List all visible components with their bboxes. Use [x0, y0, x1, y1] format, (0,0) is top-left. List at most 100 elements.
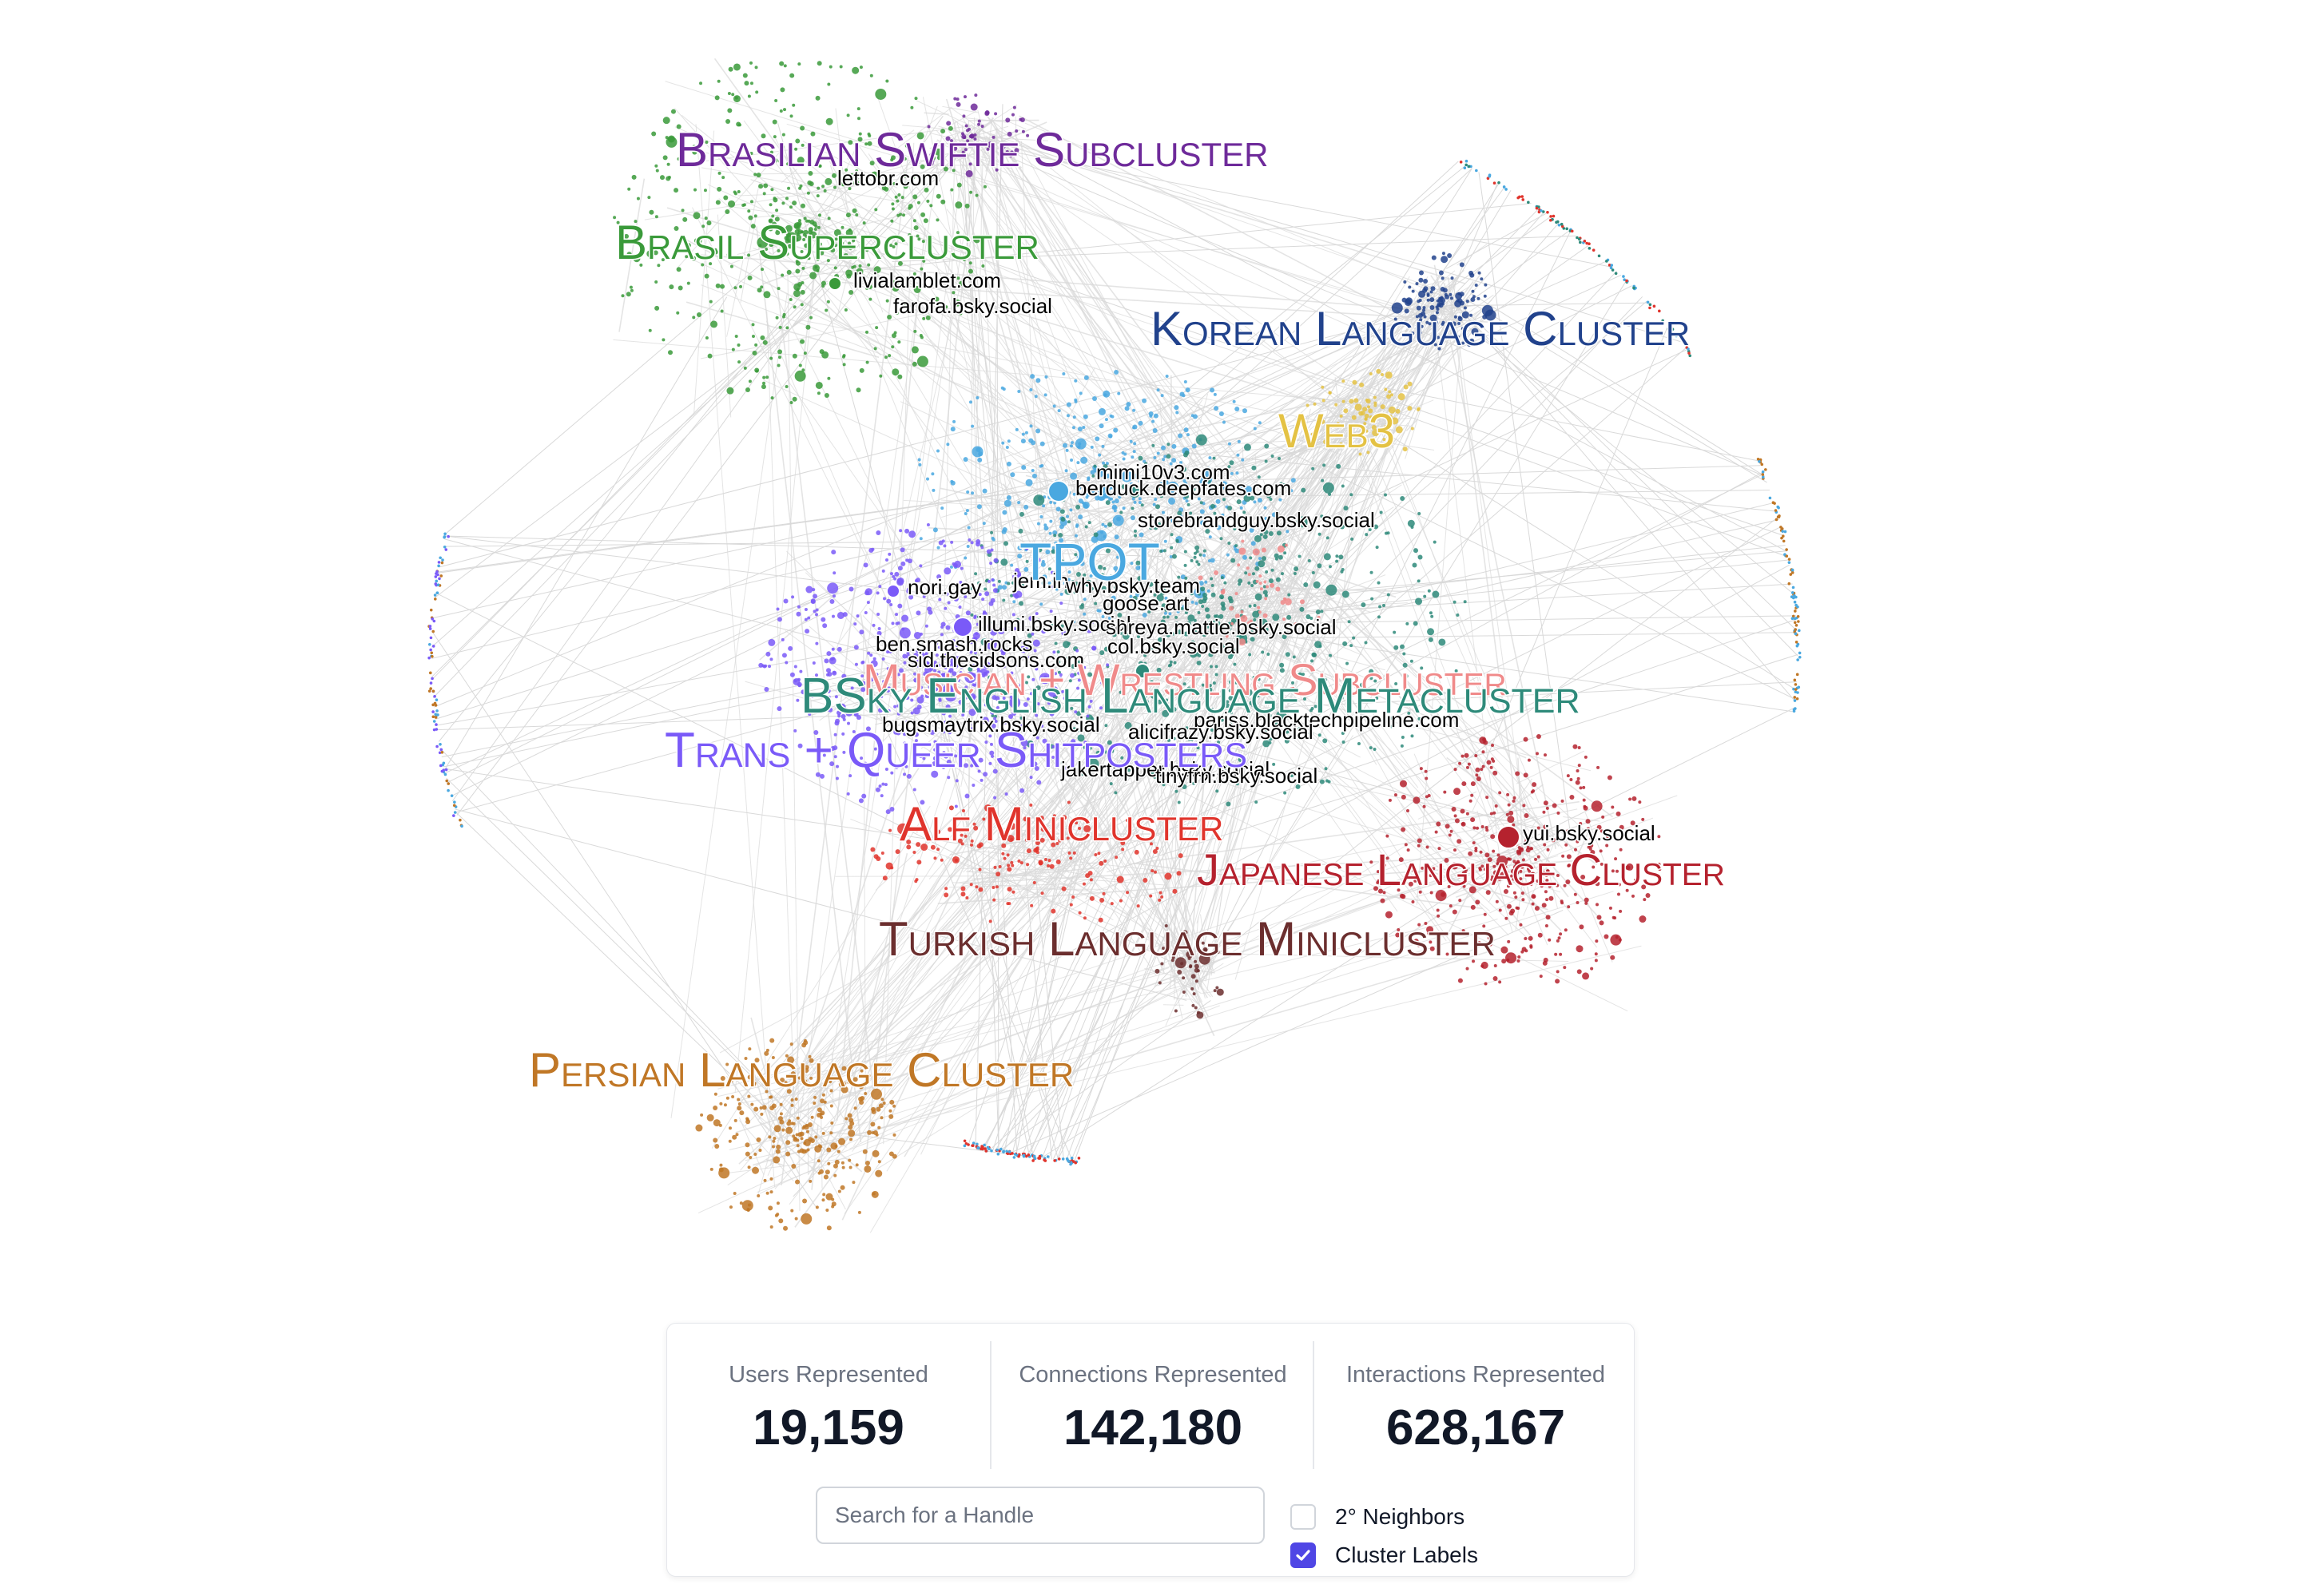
handle-label[interactable]: farofa.bsky.social: [892, 293, 1054, 320]
graph-node: [1469, 338, 1475, 343]
graph-edge: [975, 104, 1003, 1147]
graph-node: [889, 572, 893, 576]
graph-node: [1254, 677, 1258, 681]
graph-node: [785, 384, 789, 388]
graph-node: [1162, 510, 1166, 514]
graph-node: [1463, 600, 1467, 604]
graph-node: [785, 661, 789, 665]
graph-node: [1147, 641, 1150, 645]
graph-edge: [741, 1089, 825, 1104]
graph-edge: [1034, 634, 1192, 828]
graph-node: [1373, 524, 1379, 530]
graph-node: [1007, 864, 1011, 867]
graph-node: [961, 150, 965, 154]
graph-node: [768, 226, 773, 232]
graph-node: [1297, 727, 1302, 732]
graph-node: [800, 230, 804, 234]
graph-edge: [883, 142, 915, 1145]
handle-label[interactable]: storebrandguy.bsky.social: [1137, 507, 1377, 534]
graph-edge: [1481, 795, 1526, 838]
graph-node: [912, 672, 916, 676]
graph-node: [1461, 341, 1465, 345]
graph-node: [1199, 480, 1203, 484]
graph-node: [815, 239, 819, 243]
graph-node: [990, 1149, 993, 1153]
graph-node: [1174, 789, 1178, 793]
graph-node: [1234, 548, 1240, 554]
graph-node: [1422, 804, 1426, 808]
graph-node: [1044, 375, 1048, 379]
neighbors-checkbox[interactable]: [1290, 1504, 1316, 1530]
graph-node: [817, 1159, 821, 1163]
network-graph-canvas[interactable]: lettobr.comlivialamblet.comfarofa.bsky.s…: [0, 0, 2301, 1278]
graph-node: [1206, 589, 1210, 593]
graph-node: [692, 145, 696, 149]
handle-label[interactable]: livialamblet.com: [852, 268, 1003, 294]
graph-node: [1274, 719, 1282, 727]
graph-node: [1129, 486, 1141, 498]
graph-edge: [445, 535, 1285, 637]
graph-node: [1368, 408, 1373, 414]
graph-edge: [841, 477, 1193, 1221]
graph-node: [996, 871, 1001, 877]
graph-node: [984, 579, 988, 583]
cluster-labels-option[interactable]: Cluster Labels: [1290, 1539, 1478, 1571]
graph-node: [1246, 625, 1250, 629]
graph-node: [1010, 472, 1015, 478]
graph-node: [856, 268, 864, 276]
graph-node: [922, 259, 926, 263]
graph-node: [966, 544, 970, 548]
graph-node: [1139, 532, 1144, 538]
graph-node: [1436, 299, 1440, 303]
graph-node: [657, 264, 661, 268]
graph-node: [978, 451, 984, 457]
handle-search-input[interactable]: [816, 1487, 1265, 1544]
graph-node: [1582, 798, 1586, 802]
graph-node: [1309, 669, 1313, 673]
graph-node: [1031, 473, 1037, 478]
graph-node: [1305, 403, 1309, 407]
graph-edge: [1331, 392, 1354, 403]
graph-node: [800, 303, 804, 307]
graph-node: [1790, 617, 1794, 621]
graph-node: [1222, 484, 1227, 490]
handle-label[interactable]: berduck.deepfates.com: [1075, 475, 1293, 502]
graph-node: [438, 577, 441, 581]
handle-label[interactable]: yui.bsky.social: [1522, 820, 1657, 847]
graph-node: [1336, 422, 1340, 426]
graph-node: [436, 583, 440, 586]
graph-node: [1290, 478, 1296, 483]
graph-node: [770, 188, 774, 192]
graph-node: [1113, 509, 1117, 513]
network-graph[interactable]: lettobr.com livialamblet.com farofa.bsky.s…: [0, 0, 2301, 1278]
graph-node: [710, 320, 718, 328]
graph-node: [1233, 662, 1237, 666]
graph-node: [1253, 780, 1257, 784]
graph-node: [1087, 476, 1091, 480]
graph-node: [1190, 737, 1194, 741]
graph-node: [1108, 497, 1112, 501]
graph-node: [749, 81, 753, 85]
graph-node: [1101, 614, 1105, 618]
graph-edge: [1144, 609, 1169, 923]
graph-node: [1068, 679, 1072, 683]
graph-edge: [1021, 290, 1436, 879]
cluster-labels-checkbox[interactable]: [1290, 1542, 1316, 1568]
graph-node: [1235, 782, 1239, 786]
neighbors-option[interactable]: 2° Neighbors: [1290, 1501, 1464, 1533]
handle-label[interactable]: nori.gay: [907, 574, 984, 601]
graph-node: [1249, 527, 1254, 533]
graph-node: [968, 261, 972, 265]
graph-node: [1405, 621, 1409, 625]
graph-node: [1132, 426, 1136, 430]
graph-edge: [998, 473, 1764, 849]
graph-node: [827, 582, 839, 594]
graph-node: [869, 161, 875, 166]
graph-edge: [1080, 437, 1398, 893]
graph-node: [810, 1115, 814, 1119]
graph-node: [1560, 222, 1564, 226]
graph-node: [1054, 541, 1058, 545]
graph-node: [1061, 886, 1067, 891]
graph-node: [729, 1205, 733, 1209]
graph-node: [1400, 744, 1404, 748]
